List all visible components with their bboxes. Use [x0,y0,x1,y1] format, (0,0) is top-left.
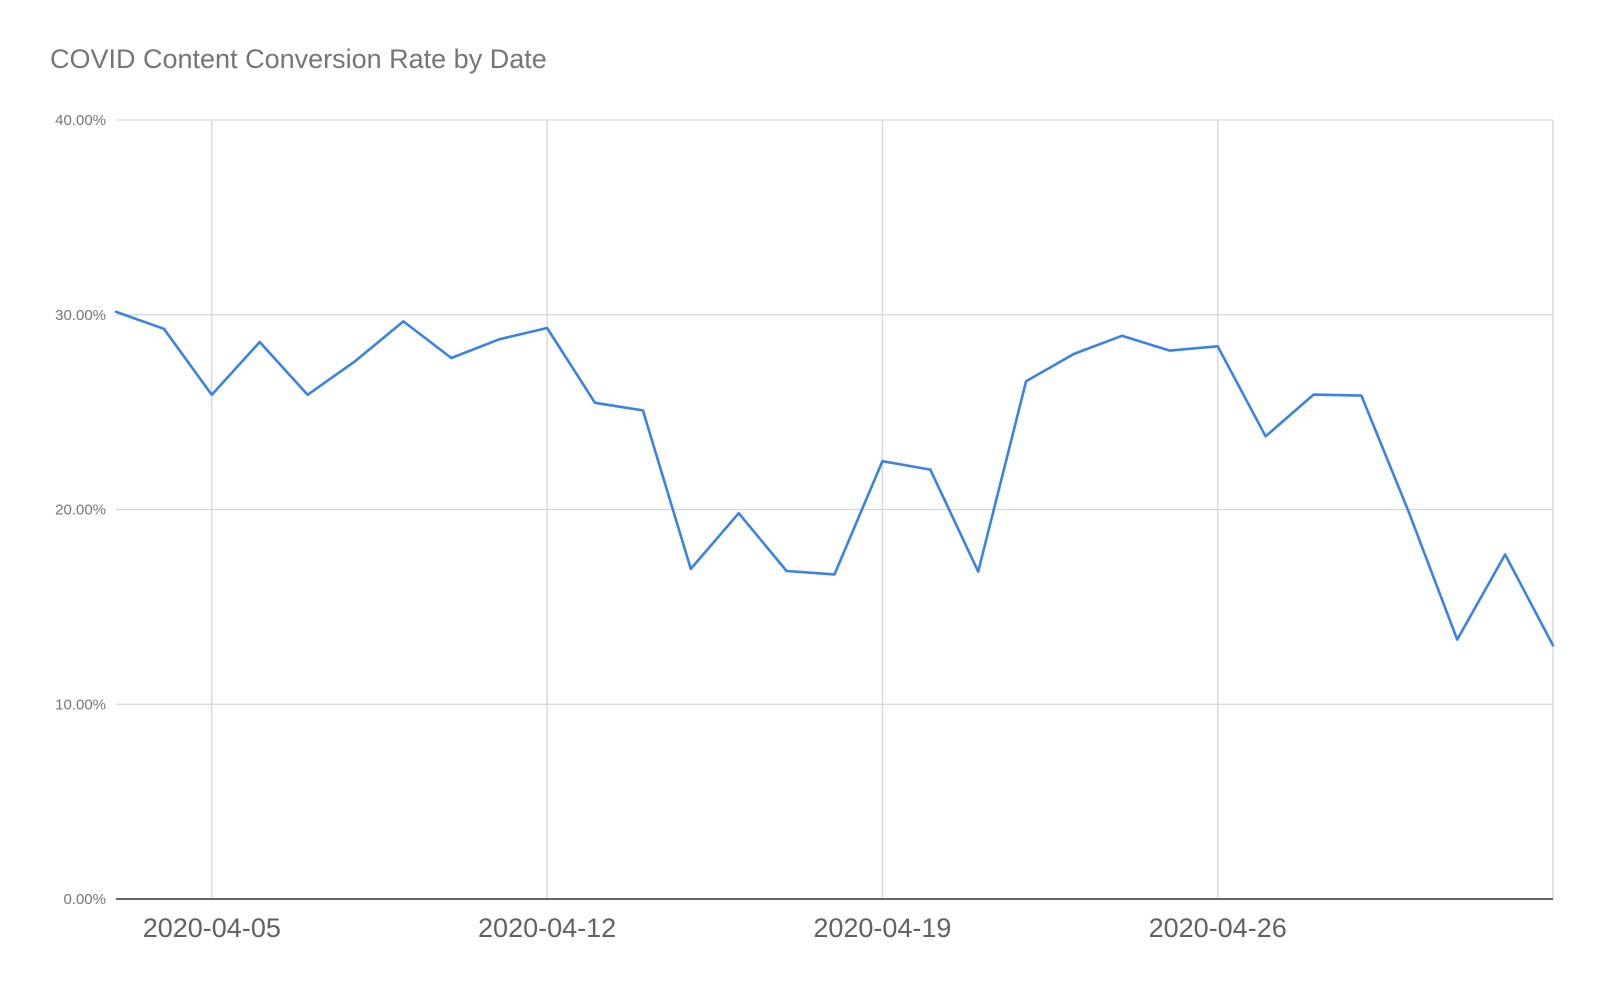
x-tick-label: 2020-04-19 [813,913,951,943]
grid-lines [116,119,1554,899]
series-line [114,310,1555,647]
y-tick-label: 10.00% [55,696,106,713]
x-tick-labels: 2020-04-05 2020-04-12 2020-04-19 2020-04-26 [143,913,1287,943]
y-tick-label: 40.00% [55,112,106,129]
x-tick-label: 2020-04-12 [478,913,616,943]
x-tick-label: 2020-04-26 [1149,913,1287,943]
series-lines [114,310,1555,647]
chart-title: COVID Content Conversion Rate by Date [50,44,547,74]
y-tick-label: 20.00% [55,502,106,519]
y-tick-labels: 0.00% 10.00% 20.00% 30.00% 40.00% [55,112,106,908]
y-tick-label: 30.00% [55,307,106,324]
y-tick-label: 0.00% [63,891,106,908]
x-tick-label: 2020-04-05 [143,913,281,943]
